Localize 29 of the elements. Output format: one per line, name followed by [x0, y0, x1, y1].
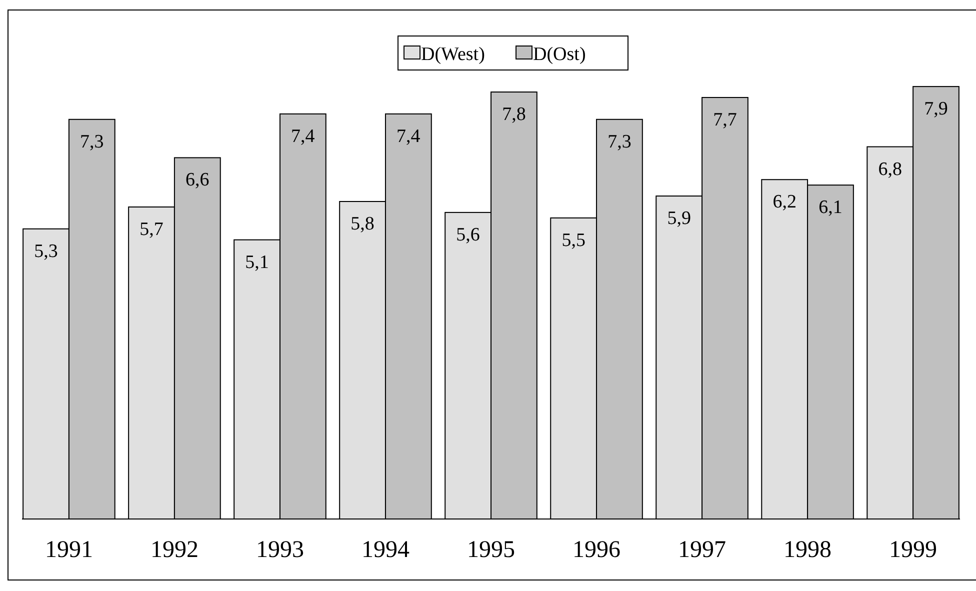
- data-label: 7,4: [396, 126, 421, 147]
- data-label: 5,6: [456, 224, 480, 246]
- x-tick-label: 1995: [467, 537, 515, 563]
- data-label: 5,8: [350, 214, 374, 234]
- data-label: 6,1: [818, 197, 842, 218]
- data-label: 5,1: [245, 252, 269, 273]
- data-label: 7,4: [291, 126, 316, 147]
- data-label: 6,6: [186, 170, 210, 191]
- x-tick-label: 1997: [678, 537, 726, 563]
- x-tick-label: 1994: [361, 537, 410, 563]
- legend-label: D(Ost): [533, 44, 586, 65]
- data-label: 7,3: [608, 131, 632, 152]
- x-tick-label: 1996: [572, 537, 621, 563]
- x-tick-label: 1998: [784, 537, 832, 563]
- data-label: 5,9: [667, 208, 691, 230]
- data-label: 6,2: [772, 192, 796, 213]
- data-label: 7,7: [713, 109, 737, 130]
- x-tick-label: 1992: [150, 537, 198, 563]
- data-label: 7,3: [80, 131, 104, 152]
- data-label: 5,5: [562, 230, 586, 251]
- x-tick-label: 1993: [256, 537, 304, 563]
- data-label: 5,7: [140, 218, 164, 240]
- x-tick-label: 1999: [889, 537, 938, 563]
- legend-label: D(West): [421, 44, 485, 65]
- x-tick-label: 1991: [44, 537, 93, 563]
- data-label: 7,8: [502, 104, 526, 126]
- data-label: 6,8: [878, 158, 902, 180]
- data-label: 5,3: [34, 240, 58, 262]
- data-label: 7,9: [924, 98, 948, 120]
